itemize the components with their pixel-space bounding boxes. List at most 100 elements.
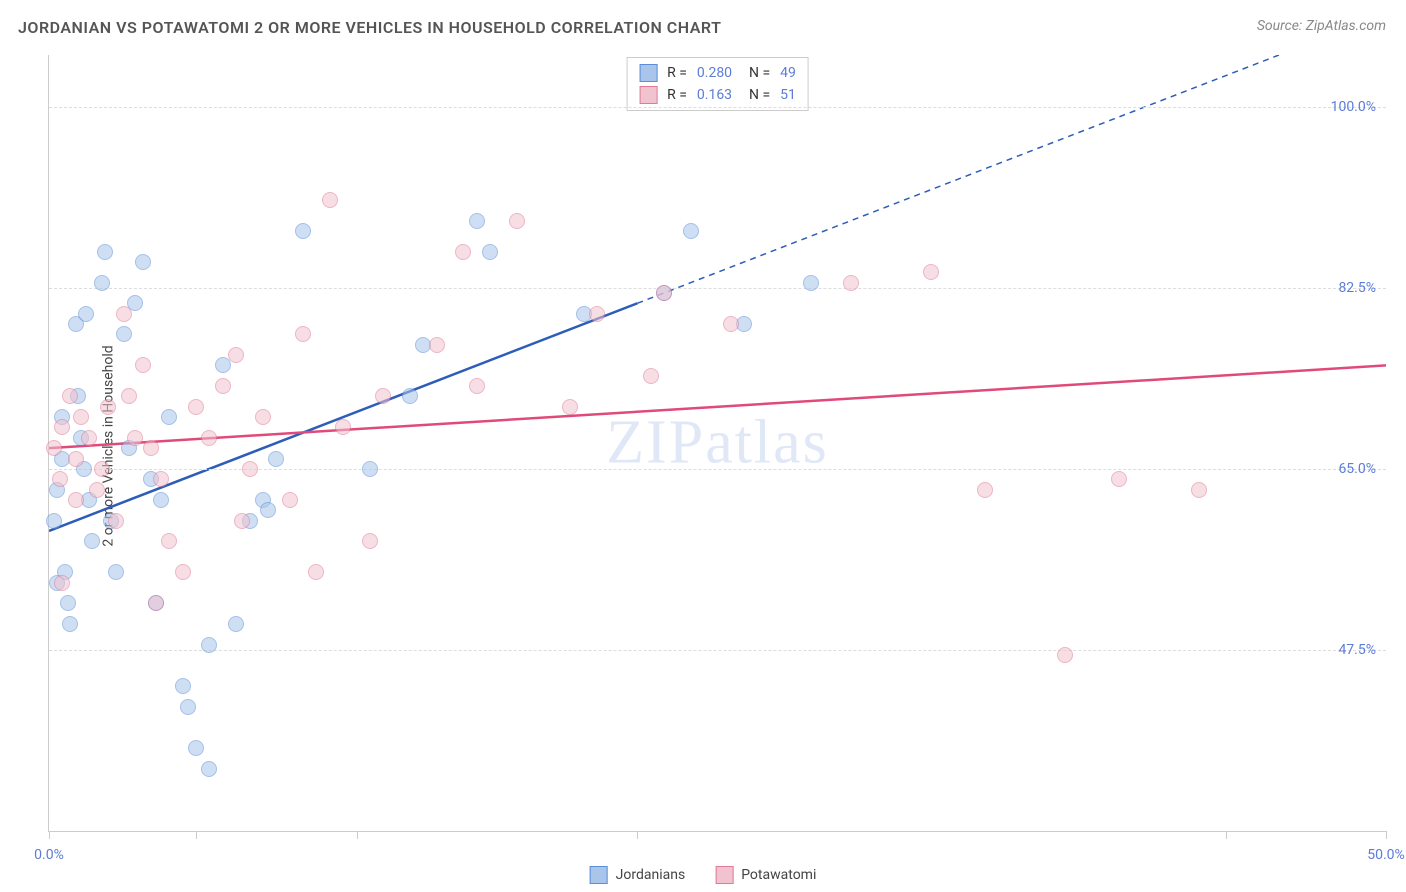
scatter-point [143,440,159,456]
x-tick [196,831,197,839]
stats-n-label: N = [742,87,770,103]
scatter-point [723,316,739,332]
scatter-point [127,430,143,446]
stats-r-label: R = [667,65,687,81]
stats-row: R = 0.163 N = 51 [639,84,796,106]
scatter-point [455,244,471,260]
x-tick-label: 50.0% [1367,847,1405,863]
legend-swatch [639,64,657,82]
stats-legend: R = 0.280 N = 49R = 0.163 N = 51 [626,57,809,111]
scatter-point [153,492,169,508]
scatter-point [108,564,124,580]
stats-r-value: 0.280 [697,65,732,81]
scatter-point [362,533,378,549]
scatter-point [188,740,204,756]
legend-item: Jordanians [590,866,686,884]
scatter-point [469,378,485,394]
stats-n-value: 51 [780,87,796,103]
legend-swatch [590,866,608,884]
scatter-point [322,192,338,208]
scatter-point [482,244,498,260]
scatter-point [46,513,62,529]
x-tick [1226,831,1227,839]
scatter-point [282,492,298,508]
scatter-point [81,430,97,446]
scatter-point [97,244,113,260]
scatter-point [135,254,151,270]
gridline [49,288,1386,289]
scatter-point [335,419,351,435]
scatter-point [923,264,939,280]
y-tick-label: 100.0% [1331,99,1376,115]
source-label: Source: ZipAtlas.com [1257,18,1386,34]
scatter-point [977,482,993,498]
scatter-point [175,678,191,694]
x-tick-label: 0.0% [34,847,64,863]
scatter-point [153,471,169,487]
scatter-point [108,513,124,529]
legend-swatch [639,86,657,104]
gridline [49,650,1386,651]
chart-title: JORDANIAN VS POTAWATOMI 2 OR MORE VEHICL… [18,18,721,37]
scatter-point [148,595,164,611]
scatter-point [89,482,105,498]
scatter-point [161,533,177,549]
trend-lines-svg [49,55,1386,831]
scatter-point [121,388,137,404]
scatter-point [78,306,94,322]
stats-n-value: 49 [780,65,796,81]
watermark: ZIPatlas [606,408,829,479]
scatter-point [46,440,62,456]
legend-item: Potawatomi [715,866,816,884]
scatter-point [295,326,311,342]
scatter-point [188,399,204,415]
scatter-point [228,616,244,632]
scatter-point [94,461,110,477]
stats-row: R = 0.280 N = 49 [639,62,796,84]
scatter-point [161,409,177,425]
scatter-point [68,492,84,508]
stats-r-label: R = [667,87,687,103]
scatter-point [215,378,231,394]
y-tick-label: 47.5% [1338,642,1376,658]
scatter-point [84,533,100,549]
scatter-point [643,368,659,384]
scatter-point [228,347,244,363]
gridline [49,107,1386,108]
scatter-point [589,306,605,322]
scatter-point [656,285,672,301]
scatter-point [308,564,324,580]
scatter-point [242,461,258,477]
scatter-point [843,275,859,291]
scatter-point [1111,471,1127,487]
x-tick [357,831,358,839]
plot-area: ZIPatlas R = 0.280 N = 49R = 0.163 N = 5… [48,55,1386,832]
scatter-point [60,595,76,611]
stats-n-label: N = [742,65,770,81]
scatter-point [135,357,151,373]
x-tick [1386,831,1387,839]
scatter-point [54,575,70,591]
scatter-point [234,513,250,529]
scatter-point [268,451,284,467]
stats-r-value: 0.163 [697,87,732,103]
scatter-point [73,409,89,425]
bottom-legend: Jordanians Potawatomi [590,866,817,884]
scatter-point [180,699,196,715]
scatter-point [68,451,84,467]
x-tick [637,831,638,839]
scatter-point [201,430,217,446]
scatter-point [509,213,525,229]
scatter-point [116,306,132,322]
scatter-point [62,616,78,632]
scatter-point [116,326,132,342]
scatter-point [562,399,578,415]
scatter-point [1057,647,1073,663]
scatter-point [260,502,276,518]
scatter-point [52,471,68,487]
y-tick-label: 82.5% [1338,280,1376,296]
scatter-point [683,223,699,239]
legend-label: Potawatomi [741,867,816,883]
scatter-point [402,388,418,404]
x-tick [49,831,50,839]
